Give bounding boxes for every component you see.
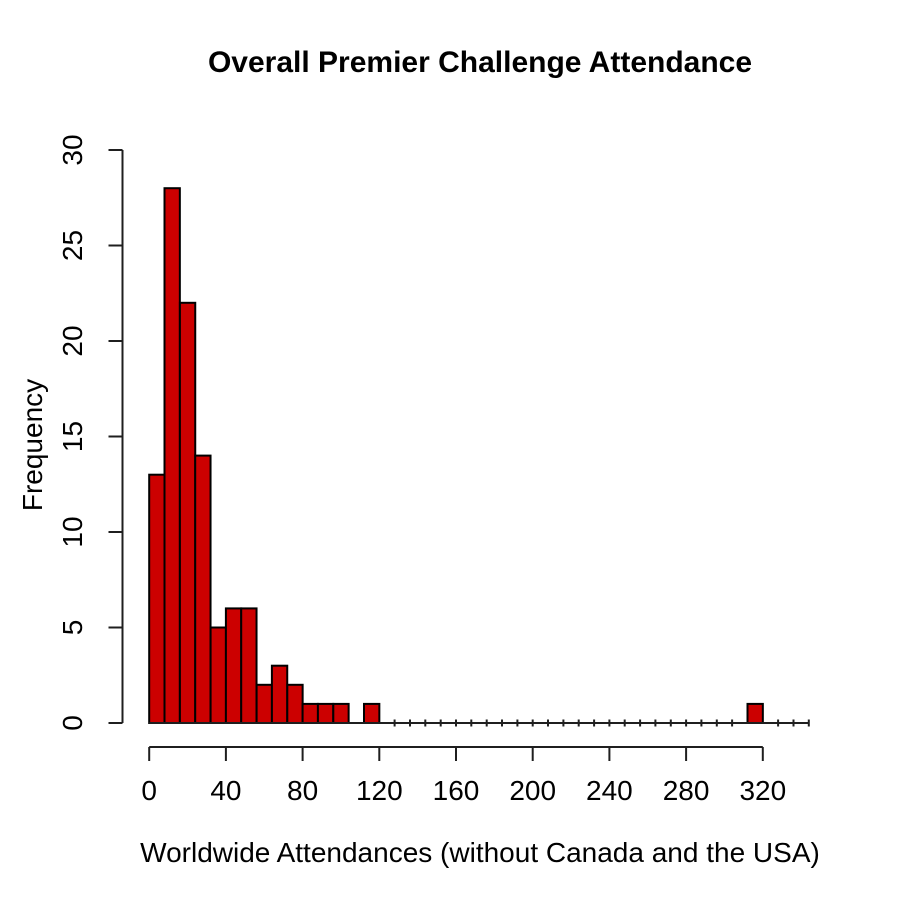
x-axis: 0 40 80 120 160 200 240 280 320 [141, 746, 786, 806]
histogram-bar [270, 664, 289, 725]
histogram-bar [332, 702, 350, 725]
y-axis-label: Frequency [17, 379, 48, 511]
y-tick-label: 20 [57, 325, 88, 356]
x-tick-label: 40 [210, 775, 241, 806]
x-axis-label: Worldwide Attendances (without Canada an… [140, 837, 820, 868]
x-tick-label: 120 [356, 775, 403, 806]
histogram-baseline [149, 719, 810, 727]
x-tick-label: 280 [663, 775, 710, 806]
x-tick-label: 80 [287, 775, 318, 806]
histogram-bar [224, 607, 243, 725]
histogram-bar [301, 702, 319, 725]
x-tick-label: 160 [433, 775, 480, 806]
histogram-bar [178, 301, 197, 724]
histogram-bar [316, 702, 335, 725]
y-tick-label: 5 [57, 620, 88, 636]
histogram-bar [746, 702, 764, 725]
y-tick-label: 25 [57, 230, 88, 261]
x-tick-label: 320 [739, 775, 786, 806]
chart-title: Overall Premier Challenge Attendance [208, 46, 752, 79]
histogram-bar [209, 626, 227, 724]
x-tick-label: 240 [586, 775, 633, 806]
x-tick-label: 200 [509, 775, 556, 806]
histogram-bar [163, 187, 181, 724]
bars [148, 187, 764, 725]
y-tick-label: 0 [57, 715, 88, 731]
x-tick-label: 0 [141, 775, 157, 806]
y-tick-label: 10 [57, 516, 88, 547]
histogram-bar [363, 702, 381, 725]
y-tick-label: 30 [57, 134, 88, 165]
y-axis: 0 5 10 15 20 25 30 [57, 134, 124, 731]
histogram-bar [240, 607, 258, 725]
y-tick-label: 15 [57, 421, 88, 452]
histogram-bar [255, 683, 273, 724]
histogram-bar [148, 473, 166, 725]
histogram-bar [194, 454, 212, 724]
histogram-bar [286, 683, 304, 724]
